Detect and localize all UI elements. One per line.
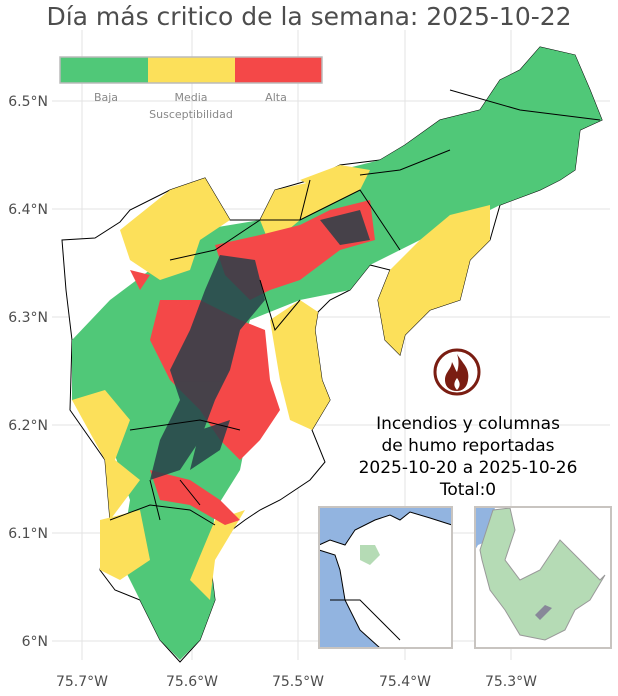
legend-swatch-alta xyxy=(235,57,322,83)
municipal-borders xyxy=(109,89,601,526)
inset-antioquia xyxy=(474,506,612,649)
dense-clusters xyxy=(150,210,370,480)
map-title: Día más critico de la semana: 2025-10-22 xyxy=(46,2,572,31)
legend-swatch-baja xyxy=(60,57,148,83)
fire-report-line: de humo reportadas xyxy=(381,436,555,456)
y-tick: 6.5°N xyxy=(8,94,48,110)
legend: Baja Media Alta Susceptibilidad xyxy=(59,56,323,121)
fire-icon xyxy=(433,348,481,396)
fire-report-text: Incendios y columnas de humo reportadas … xyxy=(330,413,606,501)
fire-report-dates: 2025-10-20 a 2025-10-26 xyxy=(358,458,578,478)
inset-colombia xyxy=(318,506,453,649)
y-tick: 6.4°N xyxy=(8,202,48,218)
x-tick: 75.6°W xyxy=(166,674,218,690)
legend-label: Baja xyxy=(94,91,118,104)
x-tick: 75.5°W xyxy=(272,674,324,690)
legend-label: Media xyxy=(174,91,207,104)
x-tick: 75.3°W xyxy=(485,674,537,690)
legend-title: Susceptibilidad xyxy=(149,108,233,121)
legend-swatch-media xyxy=(148,57,235,83)
x-axis-ticks: 75.7°W 75.6°W 75.5°W 75.4°W 75.3°W xyxy=(56,674,537,690)
x-tick: 75.4°W xyxy=(379,674,431,690)
susceptibility-media xyxy=(72,165,490,600)
fire-report-total: Total:0 xyxy=(439,480,497,500)
y-axis-ticks: 6.5°N 6.4°N 6.3°N 6.2°N 6.1°N 6°N xyxy=(8,94,48,650)
legend-label: Alta xyxy=(265,91,287,104)
y-tick: 6.1°N xyxy=(8,526,48,542)
y-tick: 6.2°N xyxy=(8,418,48,434)
fire-report-line: Incendios y columnas xyxy=(376,414,560,434)
y-tick: 6°N xyxy=(22,634,48,650)
y-tick: 6.3°N xyxy=(8,310,48,326)
x-tick: 75.7°W xyxy=(56,674,108,690)
